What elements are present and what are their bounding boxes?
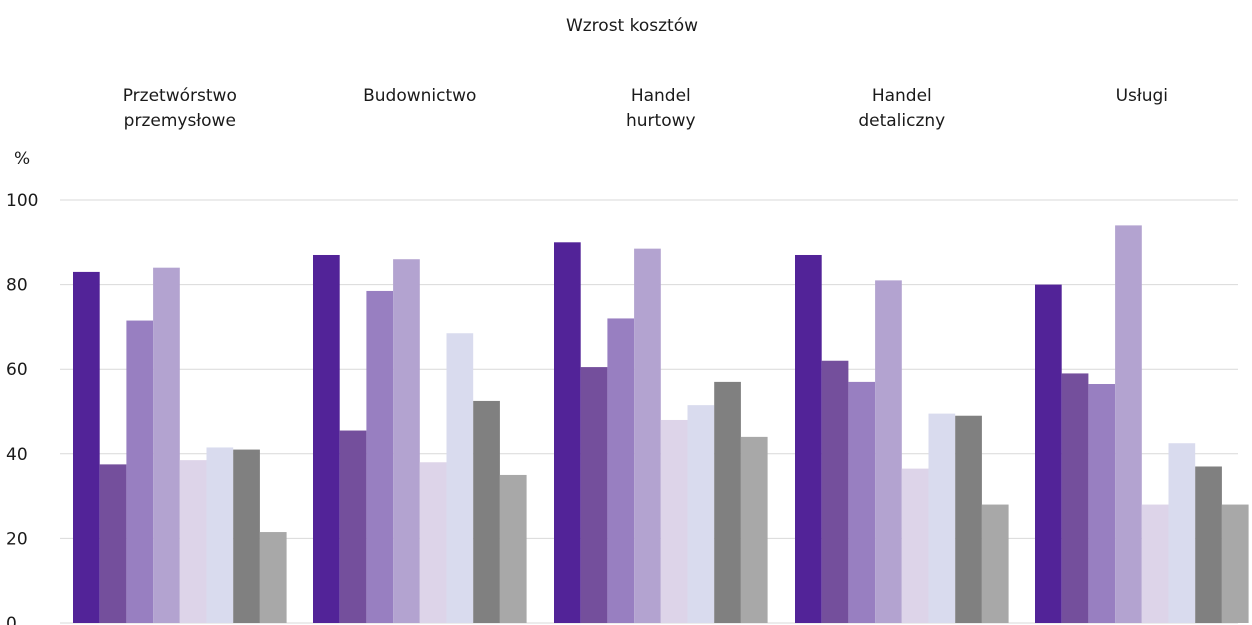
bar — [393, 259, 420, 623]
bar — [554, 242, 581, 624]
y-tick-label: 40 — [6, 445, 28, 465]
bar — [821, 360, 849, 623]
bar — [233, 449, 260, 623]
bar — [473, 400, 500, 623]
bar — [1168, 443, 1196, 623]
y-tick-label: 100 — [6, 191, 38, 211]
bar — [99, 464, 127, 623]
bar — [153, 267, 180, 623]
bar — [687, 405, 715, 623]
chart-title: Wzrost kosztów — [566, 16, 698, 36]
y-tick-label: 60 — [6, 360, 28, 380]
bar — [179, 460, 207, 623]
bar — [1035, 284, 1062, 623]
bar — [580, 367, 608, 623]
bar — [1115, 225, 1142, 623]
y-tick-label: 20 — [6, 529, 28, 549]
group-label: Handel — [631, 86, 691, 106]
bar — [981, 504, 1009, 623]
bar — [1141, 504, 1169, 623]
bar — [848, 381, 876, 623]
bar — [259, 532, 287, 623]
group-label: Przetwórstwo — [123, 86, 237, 106]
bar — [1195, 466, 1222, 623]
group-label: Handel — [872, 86, 932, 106]
bar — [1088, 384, 1116, 623]
bar — [1221, 504, 1249, 623]
group-labels: Przetwórstwo przemysłowe Budownictwo Handel… — [123, 86, 1168, 131]
bar — [928, 413, 956, 623]
bar — [607, 318, 635, 623]
group-label: hurtowy — [626, 111, 696, 131]
group-label: Budownictwo — [363, 86, 476, 106]
bar — [73, 271, 100, 623]
bar — [660, 419, 688, 623]
bar — [126, 320, 154, 623]
bar — [499, 474, 527, 623]
bar — [875, 280, 902, 623]
bar — [313, 254, 340, 624]
y-tick-label: 0 — [6, 614, 17, 625]
bar — [955, 415, 982, 623]
y-axis-unit: % — [14, 149, 30, 169]
bar — [366, 290, 394, 623]
bar — [714, 381, 741, 623]
bar — [740, 436, 768, 623]
bar — [339, 430, 367, 623]
bar — [901, 468, 929, 623]
bar — [1061, 373, 1089, 623]
group-label: przemysłowe — [124, 111, 236, 131]
group-label: Usługi — [1116, 86, 1168, 106]
bar — [446, 333, 474, 623]
group-label: detaliczny — [858, 111, 945, 131]
y-axis-ticks: 0 20 40 60 80 100 — [6, 191, 38, 625]
bar — [419, 462, 447, 623]
bar — [795, 254, 822, 624]
bars — [73, 225, 1249, 624]
bar — [634, 248, 661, 623]
y-tick-label: 80 — [6, 276, 28, 296]
bar — [206, 447, 234, 623]
